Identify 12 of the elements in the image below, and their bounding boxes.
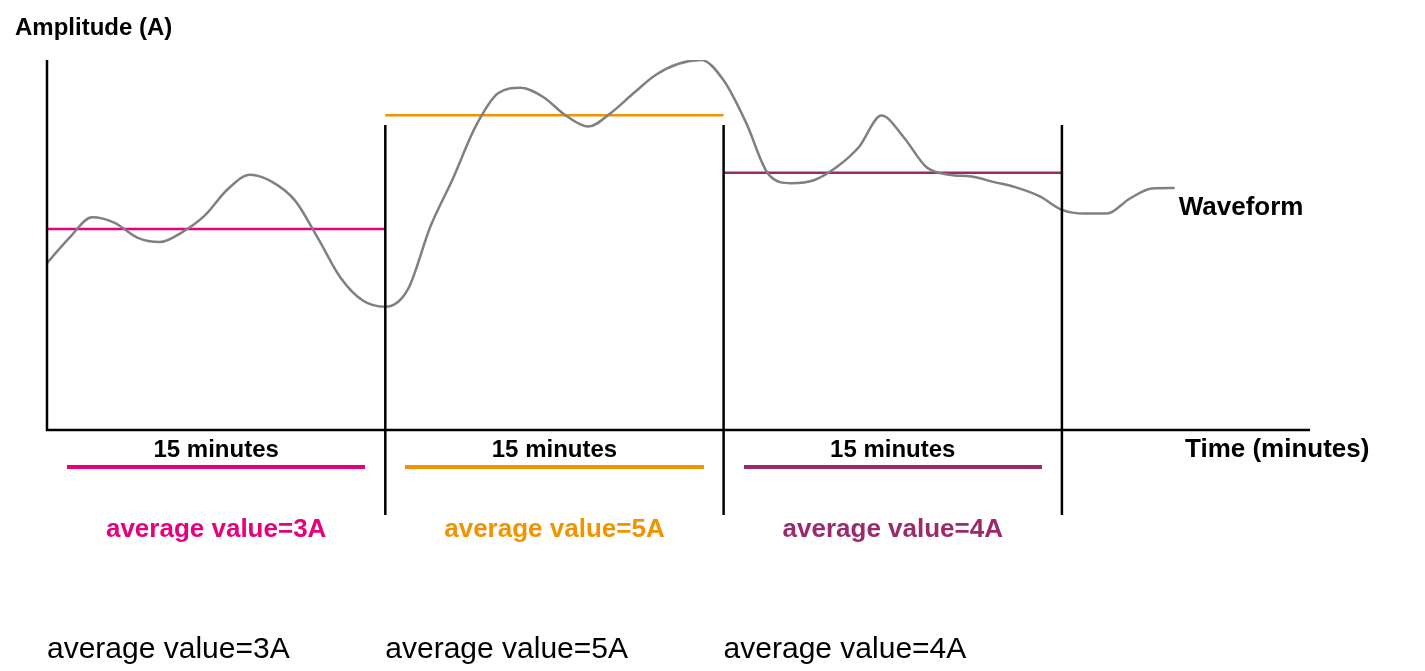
text: average value=3A <box>47 631 290 665</box>
text: average value=5A <box>444 513 665 544</box>
series-label: Waveform <box>1178 191 1304 222</box>
y-axis-title: Amplitude (A) <box>15 12 173 40</box>
text: 15 minutes <box>153 434 279 462</box>
text: average value=3A <box>105 513 327 544</box>
text: average value=5A <box>385 631 628 665</box>
x-axis-title: Time (minutes) <box>1185 433 1370 464</box>
text: average value=4A <box>782 513 1004 544</box>
text: 15 minutes <box>830 434 956 462</box>
text: average value=4A <box>723 631 967 665</box>
text: 15 minutes <box>491 434 618 462</box>
